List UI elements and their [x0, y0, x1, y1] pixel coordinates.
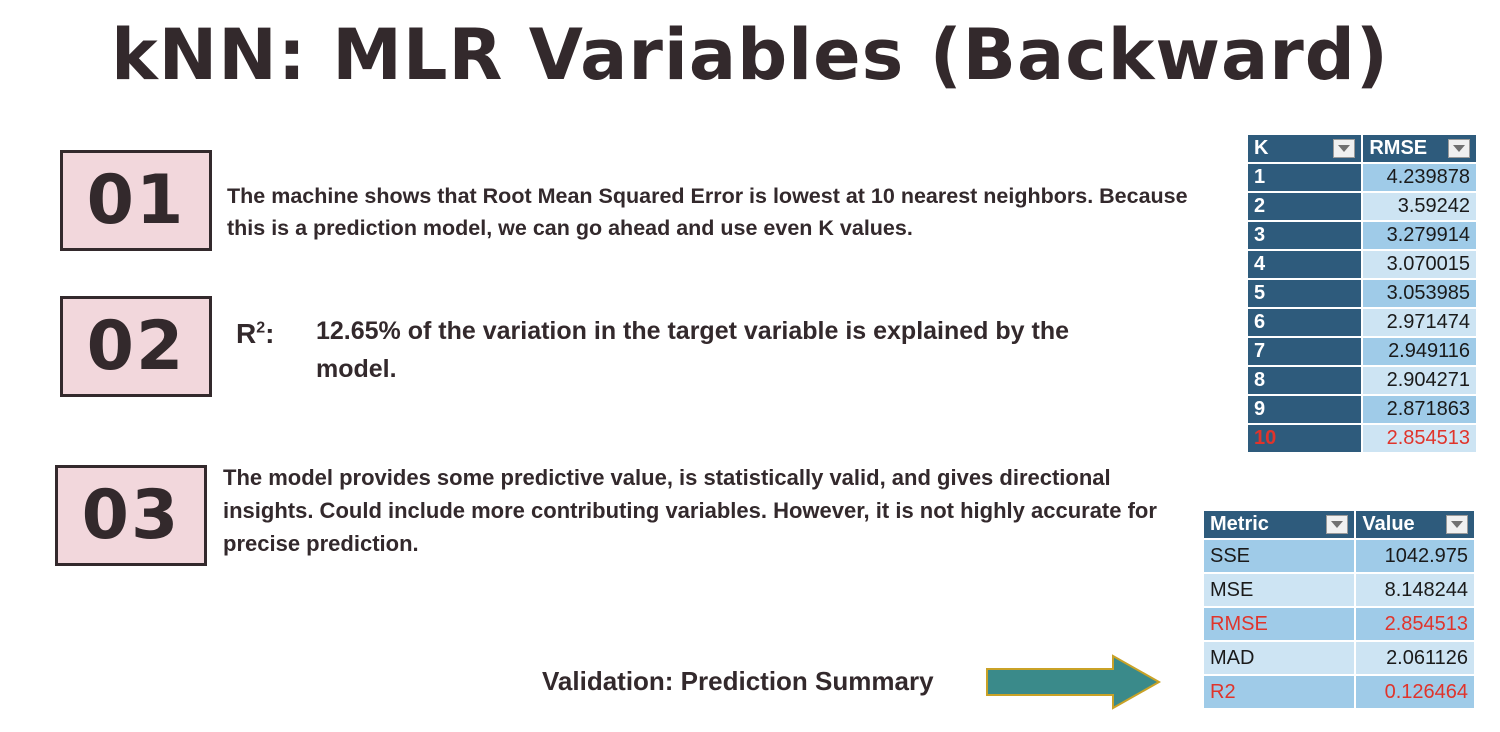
rmse-cell[interactable]: 3.053985 [1361, 278, 1478, 309]
rmse-cell[interactable]: 2.949116 [1361, 336, 1478, 367]
rmse-cell-best[interactable]: 2.854513 [1361, 423, 1478, 454]
metric-column-header[interactable]: Metric [1201, 509, 1357, 540]
value-cell[interactable]: 8.148244 [1354, 572, 1476, 608]
metric-cell[interactable]: SSE [1201, 538, 1357, 574]
table-row: SSE 1042.975 [1201, 538, 1476, 574]
metric-cell[interactable]: MAD [1201, 640, 1357, 676]
table-row: 1 4.239878 [1245, 162, 1478, 193]
k-column-header[interactable]: K [1245, 133, 1364, 164]
rmse-cell[interactable]: 4.239878 [1361, 162, 1478, 193]
table-row: MAD 2.061126 [1201, 640, 1476, 676]
validation-summary-label: Validation: Prediction Summary [542, 666, 934, 696]
point-01-number-box: 01 [60, 150, 212, 251]
point-01-text: The machine shows that Root Mean Squared… [227, 184, 1188, 240]
value-column-header[interactable]: Value [1354, 509, 1476, 540]
rmse-cell[interactable]: 3.59242 [1361, 191, 1478, 222]
metric-value-table: Metric Value SSE 1042.975 MSE 8.148244 RMS… [1201, 509, 1476, 710]
table-row: 7 2.949116 [1245, 336, 1478, 367]
k-cell[interactable]: 1 [1245, 162, 1364, 193]
rmse-column-header[interactable]: RMSE [1361, 133, 1478, 164]
k-cell[interactable]: 4 [1245, 249, 1364, 280]
table-row: 6 2.971474 [1245, 307, 1478, 338]
table-row: R2 0.126464 [1201, 674, 1476, 710]
k-cell[interactable]: 5 [1245, 278, 1364, 309]
value-cell[interactable]: 1042.975 [1354, 538, 1476, 574]
k-header-label: K [1254, 137, 1269, 159]
table-row: 9 2.871863 [1245, 394, 1478, 425]
value-cell[interactable]: 2.061126 [1354, 640, 1476, 676]
k-cell[interactable]: 3 [1245, 220, 1364, 251]
k-cell[interactable]: 8 [1245, 365, 1364, 396]
k-cell[interactable]: 6 [1245, 307, 1364, 338]
rmse-cell[interactable]: 2.971474 [1361, 307, 1478, 338]
rmse-cell[interactable]: 2.904271 [1361, 365, 1478, 396]
slide-title: kNN: MLR Variables (Backward) [111, 14, 1389, 96]
k-cell[interactable]: 2 [1245, 191, 1364, 222]
table-row-best-k: 10 2.854513 [1245, 423, 1478, 454]
r-squared-label: R2: [236, 318, 275, 349]
k-cell[interactable]: 7 [1245, 336, 1364, 367]
table-row: 5 3.053985 [1245, 278, 1478, 309]
table-row: 8 2.904271 [1245, 365, 1478, 396]
rmse-cell[interactable]: 2.871863 [1361, 394, 1478, 425]
point-02-number-box: 02 [60, 296, 212, 397]
rmse-filter-dropdown-icon[interactable] [1448, 139, 1470, 158]
point-03-number-box: 03 [55, 465, 207, 566]
rmse-header-label: RMSE [1369, 137, 1428, 159]
value-header-label: Value [1362, 513, 1415, 535]
table-row: 3 3.279914 [1245, 220, 1478, 251]
value-cell-highlight[interactable]: 0.126464 [1354, 674, 1476, 710]
k-rmse-table: K RMSE 1 4.239878 2 3.59242 3 3.279914 4 3.0… [1245, 133, 1478, 454]
table-row: 4 3.070015 [1245, 249, 1478, 280]
rmse-cell[interactable]: 3.279914 [1361, 220, 1478, 251]
table-row: RMSE 2.854513 [1201, 606, 1476, 642]
metric-header-label: Metric [1210, 513, 1269, 535]
k-rmse-header-row: K RMSE [1245, 133, 1478, 164]
metric-cell-highlight[interactable]: R2 [1201, 674, 1357, 710]
metric-filter-dropdown-icon[interactable] [1326, 515, 1349, 534]
k-cell[interactable]: 9 [1245, 394, 1364, 425]
k-cell-best[interactable]: 10 [1245, 423, 1364, 454]
metric-header-row: Metric Value [1201, 509, 1476, 540]
metric-cell[interactable]: MSE [1201, 572, 1357, 608]
rmse-cell[interactable]: 3.070015 [1361, 249, 1478, 280]
point-03-text: The model provides some predictive value… [223, 465, 1157, 556]
table-row: MSE 8.148244 [1201, 572, 1476, 608]
point-02-text: 12.65% of the variation in the target va… [316, 317, 1070, 383]
value-cell-highlight[interactable]: 2.854513 [1354, 606, 1476, 642]
table-row: 2 3.59242 [1245, 191, 1478, 222]
k-filter-dropdown-icon[interactable] [1333, 139, 1356, 158]
value-filter-dropdown-icon[interactable] [1446, 515, 1468, 534]
right-arrow-icon [986, 654, 1162, 710]
metric-cell-highlight[interactable]: RMSE [1201, 606, 1357, 642]
